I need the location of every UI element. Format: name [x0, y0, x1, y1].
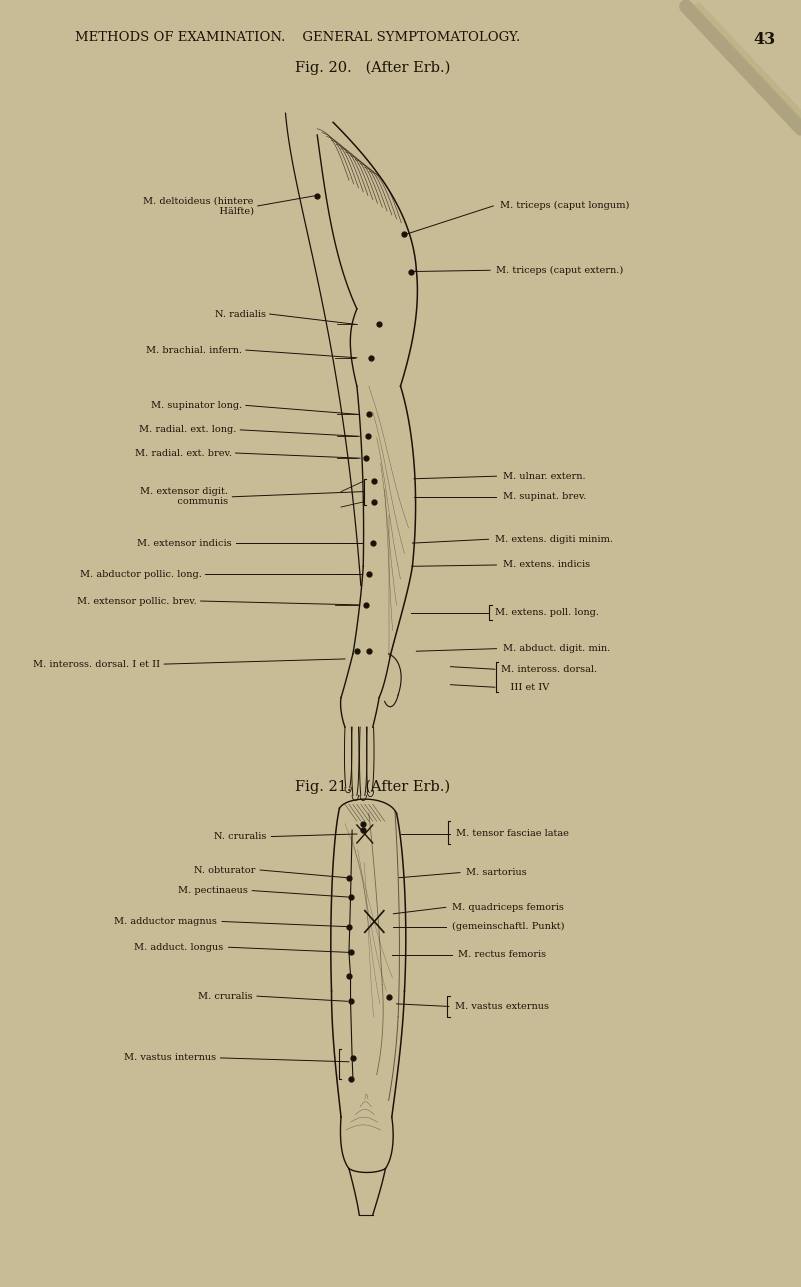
- Text: M. abductor pollic. long.: M. abductor pollic. long.: [79, 570, 201, 578]
- Text: M. extensor pollic. brev.: M. extensor pollic. brev.: [77, 597, 197, 605]
- Text: M. quadriceps femoris: M. quadriceps femoris: [452, 903, 564, 911]
- Text: M. supinat. brev.: M. supinat. brev.: [503, 493, 586, 501]
- Text: M. extensor indicis: M. extensor indicis: [137, 539, 231, 547]
- Text: 43: 43: [754, 31, 775, 48]
- Text: M. extens. poll. long.: M. extens. poll. long.: [495, 609, 599, 616]
- Text: M. triceps (caput longum): M. triceps (caput longum): [500, 201, 629, 211]
- Text: M. cruralis: M. cruralis: [198, 992, 252, 1000]
- Text: M. sartorius: M. sartorius: [466, 869, 527, 876]
- Text: M. vastus internus: M. vastus internus: [123, 1054, 215, 1062]
- Text: M. pectinaeus: M. pectinaeus: [178, 887, 248, 894]
- Text: M. inteross. dorsal.: M. inteross. dorsal.: [501, 665, 598, 673]
- Text: M. radial. ext. brev.: M. radial. ext. brev.: [135, 449, 231, 457]
- Text: M. adductor magnus: M. adductor magnus: [115, 918, 217, 925]
- Text: M. deltoideus (hintere
   Hälfte): M. deltoideus (hintere Hälfte): [143, 196, 254, 216]
- Text: Fig. 20.   (After Erb.): Fig. 20. (After Erb.): [295, 60, 450, 75]
- Text: M. supinator long.: M. supinator long.: [151, 402, 242, 409]
- Text: M. ulnar. extern.: M. ulnar. extern.: [503, 472, 586, 480]
- Text: M. extens. indicis: M. extens. indicis: [503, 561, 590, 569]
- Text: M. vastus externus: M. vastus externus: [455, 1003, 549, 1010]
- Text: M. radial. ext. long.: M. radial. ext. long.: [139, 426, 236, 434]
- Text: M. abduct. digit. min.: M. abduct. digit. min.: [503, 645, 610, 653]
- Text: M. triceps (caput extern.): M. triceps (caput extern.): [497, 265, 624, 275]
- Text: M. rectus femoris: M. rectus femoris: [458, 951, 546, 959]
- Text: M. brachial. infern.: M. brachial. infern.: [146, 346, 242, 354]
- Text: M. inteross. dorsal. I et II: M. inteross. dorsal. I et II: [33, 660, 160, 668]
- Text: M. extensor digit.
   communis: M. extensor digit. communis: [140, 486, 228, 507]
- Text: M. tensor fasciae latae: M. tensor fasciae latae: [456, 830, 569, 838]
- Text: (gemeinschaftl. Punkt): (gemeinschaftl. Punkt): [452, 921, 565, 932]
- Text: N. radialis: N. radialis: [215, 310, 266, 318]
- Text: N. obturator: N. obturator: [194, 866, 256, 874]
- Text: Fig. 21.   (After Erb.): Fig. 21. (After Erb.): [296, 780, 450, 794]
- Text: N. cruralis: N. cruralis: [214, 833, 267, 840]
- Text: III et IV: III et IV: [501, 683, 549, 691]
- Text: M. adduct. longus: M. adduct. longus: [135, 943, 223, 951]
- Text: M. extens. digiti minim.: M. extens. digiti minim.: [495, 535, 613, 543]
- Text: METHODS OF EXAMINATION.    GENERAL SYMPTOMATOLOGY.: METHODS OF EXAMINATION. GENERAL SYMPTOMA…: [75, 31, 521, 44]
